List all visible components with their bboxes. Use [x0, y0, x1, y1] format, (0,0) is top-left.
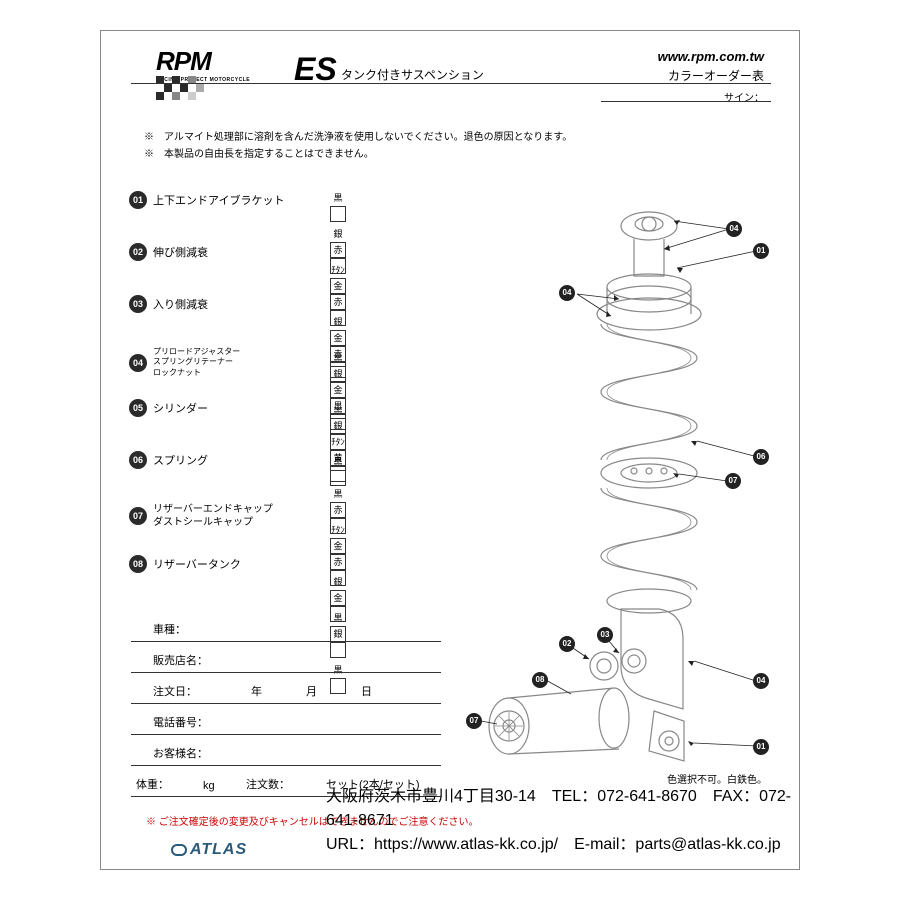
- checkbox[interactable]: [330, 258, 346, 274]
- callout-04b: 04: [559, 285, 575, 301]
- callout-01b: 01: [753, 739, 769, 755]
- note-1: ※ アルマイト処理部に溶剤を含んだ洗浄液を使用しないでください。退色の原因となり…: [144, 129, 572, 146]
- checkbox[interactable]: [330, 362, 346, 378]
- checkbox[interactable]: [330, 310, 346, 326]
- suspension-diagram: 04 01 04 06 07 02 03 08 04 07 01: [459, 191, 769, 781]
- option-row-08: 08リザーバータンク赤金銀黒: [129, 555, 284, 607]
- callout-02: 02: [559, 636, 575, 652]
- option-row-01: 01上下エンドアイブラケット黒銀ﾁﾀﾝ: [129, 191, 284, 243]
- options-list: 01上下エンドアイブラケット黒銀ﾁﾀﾝ02伸び側減衰赤金銀黒03入り側減衰赤金銀…: [129, 191, 284, 607]
- option-label: スプリング: [153, 452, 208, 468]
- callout-07b: 07: [466, 713, 482, 729]
- option-number: 05: [129, 399, 147, 417]
- logo-text: RPM: [156, 46, 276, 77]
- color-option-黄[interactable]: 黄: [324, 451, 352, 487]
- option-row-02: 02伸び側減衰赤金銀黒: [129, 243, 284, 295]
- option-number: 08: [129, 555, 147, 573]
- callout-04c: 04: [753, 673, 769, 689]
- checkbox[interactable]: [330, 414, 346, 430]
- option-row-07: 07リザーバーエンドキャップダストシールキャップ赤金銀黒: [129, 503, 284, 555]
- option-label: シリンダー: [153, 400, 208, 416]
- order-sheet: RPM RACING PROJECT MOTORCYCLE ES タンク付きサス…: [100, 30, 800, 870]
- option-row-06: 06スプリング黄黒ﾁﾀﾝ: [129, 451, 284, 503]
- option-label: リザーバーエンドキャップダストシールキャップ: [153, 503, 273, 529]
- checker-flag-icon: [156, 76, 256, 106]
- callout-06: 06: [753, 449, 769, 465]
- option-label: プリロードアジャスタースプリングリテーナーロックナット: [153, 347, 240, 378]
- checkbox[interactable]: [330, 206, 346, 222]
- color-option-赤[interactable]: 赤: [324, 503, 352, 539]
- product-desc: タンク付きサスペンション: [341, 66, 484, 83]
- color-option-黒[interactable]: 黒: [324, 399, 352, 435]
- callout-04: 04: [726, 221, 742, 237]
- option-label: 上下エンドアイブラケット: [153, 192, 284, 208]
- diagram-svg: [459, 191, 769, 781]
- option-label: 伸び側減衰: [153, 244, 208, 260]
- form-phone[interactable]: 電話番号：: [131, 704, 441, 735]
- order-form: 車種： 販売店名： 注文日： 年 月 日 電話番号： お客様名： 体重： kg …: [131, 611, 441, 797]
- option-number: 07: [129, 507, 147, 525]
- option-label: 入り側減衰: [153, 296, 208, 312]
- option-number: 04: [129, 354, 147, 372]
- warning-notes: ※ アルマイト処理部に溶剤を含んだ洗浄液を使用しないでください。退色の原因となり…: [144, 129, 572, 163]
- option-number: 01: [129, 191, 147, 209]
- callout-07: 07: [725, 473, 741, 489]
- color-option-赤[interactable]: 赤: [324, 347, 352, 383]
- note-2: ※ 本製品の自由長を指定することはできません。: [144, 146, 572, 163]
- diagram-note: 色選択不可。白鉄色。: [667, 771, 767, 786]
- option-number: 02: [129, 243, 147, 261]
- footer-contact: 大阪府茨木市豊川4丁目30-14 TEL：072-641-8670 FAX：07…: [326, 785, 799, 857]
- option-row-04: 04プリロードアジャスタースプリングリテーナーロックナット赤金銀黒: [129, 347, 284, 399]
- option-row-03: 03入り側減衰赤金銀黒: [129, 295, 284, 347]
- form-dealer[interactable]: 販売店名：: [131, 642, 441, 673]
- color-option-赤[interactable]: 赤: [324, 243, 352, 279]
- checkbox[interactable]: [330, 570, 346, 586]
- option-number: 03: [129, 295, 147, 313]
- form-customer[interactable]: お客様名：: [131, 735, 441, 766]
- header: RPM RACING PROJECT MOTORCYCLE ES タンク付きサス…: [101, 46, 799, 121]
- option-label: リザーバータンク: [153, 556, 241, 572]
- atlas-logo: ATLAS: [171, 841, 247, 859]
- url: www.rpm.com.tw: [658, 49, 764, 64]
- color-option-黒[interactable]: 黒: [324, 191, 352, 227]
- callout-03: 03: [597, 627, 613, 643]
- checkbox[interactable]: [330, 466, 346, 482]
- color-option-赤[interactable]: 赤: [324, 555, 352, 591]
- form-vehicle[interactable]: 車種：: [131, 611, 441, 642]
- color-option-赤[interactable]: 赤: [324, 295, 352, 331]
- form-date[interactable]: 注文日： 年 月 日: [131, 673, 441, 704]
- option-row-05: 05シリンダー黒ﾁﾀﾝ: [129, 399, 284, 451]
- sign-line: [601, 101, 771, 102]
- callout-01: 01: [753, 243, 769, 259]
- callout-08: 08: [532, 672, 548, 688]
- option-number: 06: [129, 451, 147, 469]
- color-order-title: カラーオーダー表: [668, 67, 764, 84]
- checkbox[interactable]: [330, 518, 346, 534]
- header-divider: [131, 83, 771, 84]
- atlas-logo-icon: [171, 844, 187, 856]
